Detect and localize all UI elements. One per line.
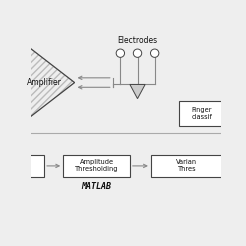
FancyBboxPatch shape (63, 155, 130, 177)
Text: Finger
classif: Finger classif (191, 107, 212, 120)
Text: Varian
Thres: Varian Thres (176, 159, 198, 172)
FancyBboxPatch shape (151, 155, 237, 177)
Text: MATLAB: MATLAB (81, 183, 111, 191)
Circle shape (151, 49, 159, 57)
Polygon shape (130, 84, 145, 99)
FancyBboxPatch shape (23, 155, 44, 177)
Text: Amplitude
Thresholding: Amplitude Thresholding (75, 159, 118, 172)
Text: Electrodes: Electrodes (117, 36, 158, 45)
Circle shape (116, 49, 124, 57)
Circle shape (133, 49, 142, 57)
Text: Amplifier: Amplifier (27, 78, 62, 87)
FancyBboxPatch shape (180, 101, 229, 126)
